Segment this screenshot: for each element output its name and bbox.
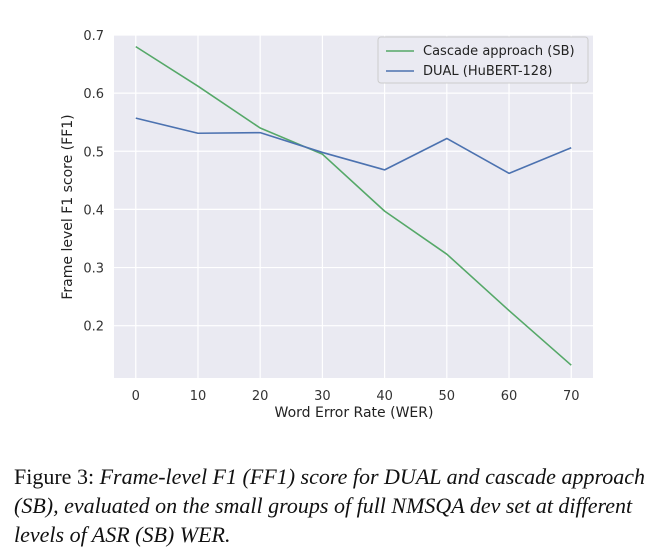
- x-tick-label: 70: [563, 389, 580, 404]
- caption-text: Frame-level F1 (FF1) score for DUAL and …: [14, 464, 645, 547]
- plot-background: [114, 35, 593, 378]
- legend-label-dual: DUAL (HuBERT-128): [423, 64, 552, 79]
- y-tick-label: 0.2: [83, 320, 104, 335]
- legend-label-cascade: Cascade approach (SB): [423, 44, 575, 59]
- y-tick-label: 0.6: [83, 87, 104, 102]
- caption-label: Figure 3:: [14, 464, 95, 489]
- figure-caption: Figure 3: Frame-level F1 (FF1) score for…: [14, 462, 648, 549]
- x-tick-label: 10: [190, 389, 207, 404]
- x-tick-label: 0: [132, 389, 140, 404]
- y-axis-label: Frame level F1 score (FF1): [60, 114, 76, 299]
- x-tick-label: 50: [439, 389, 456, 404]
- x-tick-label: 60: [501, 389, 518, 404]
- y-tick-label: 0.4: [83, 203, 104, 218]
- y-tick-label: 0.5: [83, 145, 104, 160]
- line-chart: 0 10 20 30 40 50 60 70 0.2 0.3 0.4 0.5 0.6 0.7 Word …: [60, 29, 593, 421]
- y-tick-label: 0.3: [83, 262, 104, 277]
- series-line-dual: [135, 117, 572, 175]
- y-tick-label: 0.7: [83, 29, 104, 44]
- legend: Cascade approach (SB) DUAL (HuBERT-128): [377, 36, 589, 84]
- series-line-cascade: [135, 45, 572, 366]
- legend-box: [377, 36, 589, 84]
- x-axis-label: Word Error Rate (WER): [275, 405, 434, 421]
- x-tick-label: 30: [314, 389, 331, 404]
- x-tick-label: 40: [376, 389, 393, 404]
- x-tick-label: 20: [252, 389, 269, 404]
